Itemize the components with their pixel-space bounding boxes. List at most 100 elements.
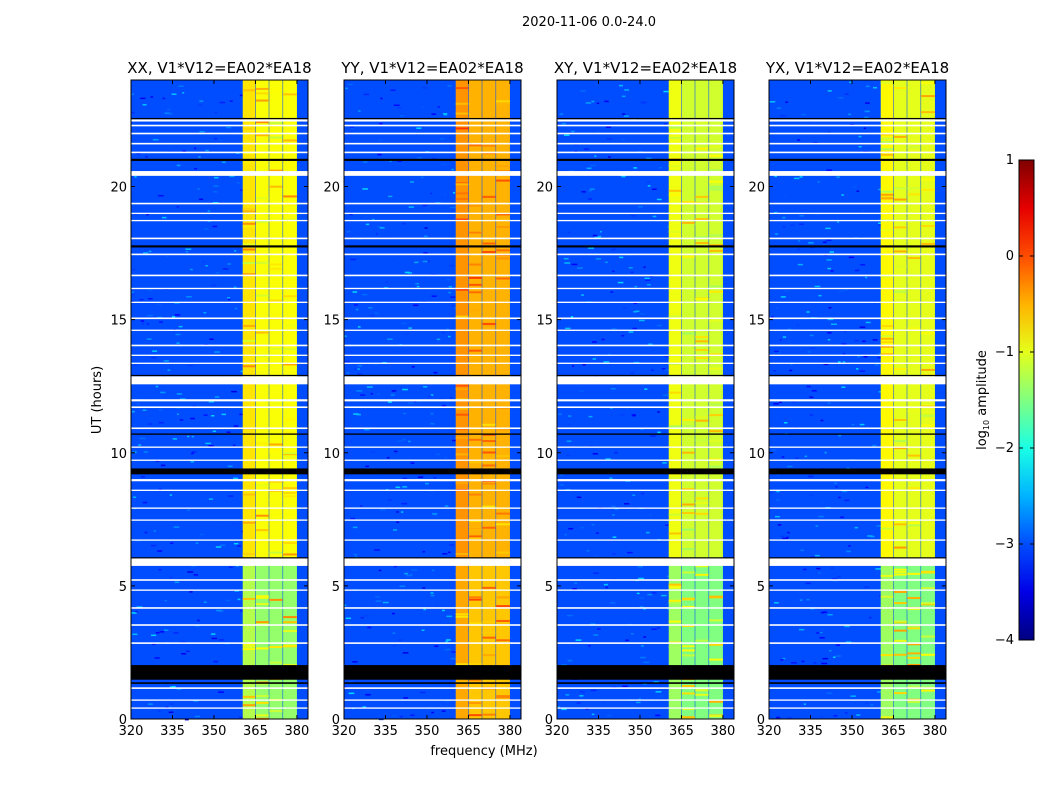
- band-cell: [283, 218, 297, 221]
- heatmap-cell: [623, 115, 629, 117]
- heatmap-cell: [362, 188, 369, 190]
- heatmap-cell: [821, 662, 828, 665]
- flag-white-row: [344, 119, 521, 122]
- heatmap-cell: [233, 286, 237, 288]
- heatmap-cell: [863, 127, 866, 129]
- heatmap-cell: [633, 361, 640, 364]
- heatmap-cell: [364, 428, 370, 431]
- y-tick-label: 10: [323, 447, 340, 462]
- band-cell: [880, 197, 894, 200]
- flag-white-row: [557, 376, 734, 385]
- band-cell: [455, 387, 469, 390]
- heatmap-cell: [345, 617, 352, 620]
- heatmap-cell: [826, 692, 833, 695]
- heatmap-cell: [232, 444, 236, 447]
- heatmap-cell: [176, 164, 181, 167]
- heatmap-cell: [391, 259, 395, 262]
- band-cell: [880, 353, 894, 356]
- band-cell: [695, 349, 709, 352]
- heatmap-cell: [650, 435, 656, 437]
- band-cell: [269, 448, 283, 451]
- x-tick-label: 380: [711, 724, 736, 739]
- heatmap-cell: [418, 401, 422, 403]
- band-cell: [256, 80, 269, 560]
- band-cell: [668, 359, 682, 362]
- band-cell: [880, 334, 894, 337]
- heatmap-cell: [194, 715, 200, 718]
- heatmap-cell: [167, 646, 170, 649]
- heatmap-cell: [610, 291, 614, 293]
- flag-white-row: [344, 317, 521, 320]
- heatmap-cell: [564, 533, 567, 536]
- band-cell: [695, 340, 709, 343]
- band-cell: [894, 135, 907, 138]
- flag-black-row: [557, 433, 734, 435]
- heatmap-cell: [588, 645, 591, 647]
- flag-black-row: [344, 117, 521, 120]
- band-cell: [668, 391, 682, 394]
- heatmap-cell: [347, 150, 351, 153]
- band-cell: [907, 327, 921, 330]
- band-cell: [469, 536, 482, 539]
- heatmap-cell: [638, 597, 645, 599]
- heatmap-cell: [869, 616, 872, 619]
- band-cell: [256, 484, 269, 487]
- heatmap-cell: [774, 602, 779, 604]
- flag-white-row: [769, 124, 946, 127]
- band-cell: [921, 432, 935, 435]
- heatmap-cell: [612, 248, 617, 251]
- band-cell: [496, 179, 510, 182]
- band-cell: [242, 645, 256, 648]
- flag-white-row: [769, 317, 946, 320]
- heatmap-cell: [348, 292, 354, 295]
- panel-2: XY, V1*V12=EA02*EA18 320 335 350 365 380 0 5 10 1…: [536, 59, 737, 739]
- x-tick-label: 365: [669, 724, 694, 739]
- heatmap-cell: [596, 102, 600, 105]
- heatmap-cell: [158, 488, 162, 491]
- flag-white-row: [344, 579, 521, 581]
- heatmap-cell: [372, 222, 376, 224]
- heatmap-cell: [179, 419, 184, 421]
- heatmap-cell: [560, 484, 564, 486]
- heatmap-cell: [131, 291, 135, 293]
- heatmap-cell: [227, 298, 231, 301]
- heatmap-cell: [783, 422, 788, 424]
- heatmap-cell: [375, 233, 378, 235]
- x-tick-label: 350: [415, 724, 440, 739]
- heatmap-cell: [653, 681, 659, 683]
- heatmap-cell: [362, 706, 367, 708]
- band-cell: [469, 144, 482, 147]
- heatmap-cell: [843, 352, 846, 355]
- band-cell: [256, 596, 269, 599]
- flag-black-row: [131, 468, 308, 475]
- band-cell: [469, 276, 482, 279]
- heatmap-cell: [877, 691, 883, 693]
- heatmap-cell: [410, 714, 415, 717]
- flag-white-row: [557, 558, 734, 566]
- band-cell: [256, 134, 269, 137]
- band-cell: [668, 476, 682, 479]
- heatmap-cell: [410, 462, 415, 464]
- heatmap-cell: [593, 634, 599, 636]
- heatmap-cell: [447, 85, 452, 87]
- band-cell: [907, 280, 921, 283]
- flag-white-row: [131, 151, 308, 154]
- heatmap-cell: [630, 214, 637, 217]
- band-cell: [283, 348, 297, 351]
- band-cell: [242, 559, 256, 719]
- heatmap-cell: [643, 636, 647, 638]
- band-cell: [921, 559, 935, 719]
- flag-black-row: [131, 682, 308, 684]
- heatmap-cell: [360, 394, 366, 396]
- band-cell: [256, 92, 269, 95]
- heatmap-cell: [446, 615, 453, 618]
- heatmap-cell: [212, 225, 218, 228]
- heatmap-cell: [450, 657, 456, 660]
- colorbar-tick-label: 0: [1006, 249, 1014, 264]
- heatmap-cell: [826, 259, 832, 261]
- band-cell: [682, 488, 695, 491]
- heatmap-cell: [845, 641, 852, 643]
- band-cell: [496, 455, 510, 458]
- flag-white-row: [557, 362, 734, 364]
- heatmap-cell: [844, 625, 850, 628]
